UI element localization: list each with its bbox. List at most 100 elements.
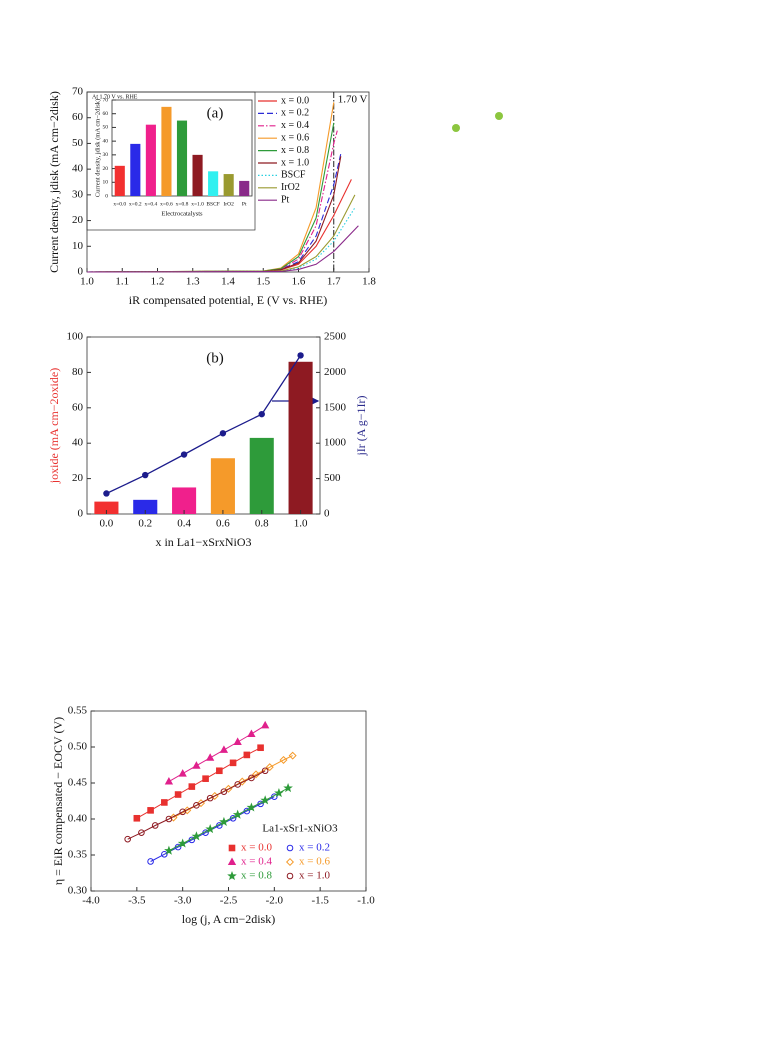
y-tick-label: 0.55 <box>68 705 88 717</box>
comment-icon[interactable] <box>495 112 503 120</box>
y-tick-label: 20 <box>72 214 84 226</box>
data-point <box>177 838 188 848</box>
legend-title: La1-xSr1-xNiO3 <box>262 823 338 835</box>
legend-label: x = 0.4 <box>241 856 272 868</box>
y-axis-label: η = EiR compensated − EOCV (V) <box>51 717 65 885</box>
y2-tick-label: 2500 <box>324 331 347 343</box>
bar <box>210 458 235 514</box>
legend-marker <box>285 857 295 867</box>
y-tick-label: 0.50 <box>68 741 88 753</box>
y-tick-label: 10 <box>72 240 84 252</box>
y-tick-label: 0.30 <box>68 885 88 897</box>
bar <box>288 361 313 514</box>
y2-tick-label: 2000 <box>324 366 347 378</box>
x-tick-label: -2.0 <box>266 895 284 907</box>
x-axis-label: log (j, A cm−2disk) <box>182 912 275 926</box>
y-axis-label: Current density, jdisk (mA cm−2disk) <box>94 99 101 197</box>
y-tick-label: 20 <box>103 166 109 172</box>
x-tick-label: 0.4 <box>177 518 191 530</box>
x-tick-label: x=0.6 <box>160 201 173 207</box>
x-tick-label: x=0.2 <box>129 201 142 207</box>
data-point <box>260 795 270 805</box>
data-point <box>274 788 284 798</box>
legend-label: BSCF <box>281 170 306 181</box>
data-point <box>169 813 178 822</box>
x-tick-label: 1.3 <box>186 276 200 288</box>
x-tick-label: 0.2 <box>138 518 152 530</box>
data-point <box>183 806 192 815</box>
data-point <box>179 808 186 816</box>
x-tick-label: 1.1 <box>115 276 129 288</box>
data-point <box>206 794 214 802</box>
data-point <box>288 751 297 760</box>
series-line <box>86 225 359 273</box>
fit-line <box>168 787 289 852</box>
legend-marker <box>286 872 294 880</box>
y-tick-label: 40 <box>103 138 109 144</box>
series-line <box>106 355 302 495</box>
legend-label: x = 0.2 <box>299 842 330 854</box>
data-point <box>178 769 187 777</box>
bar <box>249 437 274 514</box>
x-tick-label: -3.0 <box>174 895 192 907</box>
x-tick-label: 0.0 <box>100 518 114 530</box>
data-point <box>164 845 174 855</box>
x-tick-label: 1.7 <box>327 276 341 288</box>
x-axis-label: iR compensated potential, E (V vs. RHE) <box>129 293 327 307</box>
legend-label: x = 0.2 <box>281 108 309 119</box>
y2-tick-label: 500 <box>324 472 341 484</box>
data-point <box>232 809 243 819</box>
data-point <box>265 763 274 772</box>
legend-marker <box>227 870 237 881</box>
bar <box>239 180 250 196</box>
bar <box>94 501 119 514</box>
data-point <box>219 430 227 437</box>
data-point <box>219 816 229 826</box>
data-point <box>103 490 110 497</box>
y-tick-label: 70 <box>103 97 109 103</box>
x-tick-label: 1.5 <box>256 276 270 288</box>
data-point <box>124 835 131 843</box>
y2-tick-label: 0 <box>324 508 330 520</box>
data-point <box>161 850 168 858</box>
x-tick-label: Pt <box>242 201 247 207</box>
x-tick-label: 0.8 <box>255 518 269 530</box>
y2-tick-label: 1500 <box>324 401 347 413</box>
legend-label: x = 0.8 <box>241 870 272 882</box>
legend-label: x = 0.0 <box>241 842 272 854</box>
data-point <box>206 753 215 761</box>
data-point <box>283 783 293 793</box>
x-tick-label: 1.4 <box>221 276 235 288</box>
data-point <box>191 831 202 841</box>
x-axis-label: x in La1−xSrxNiO3 <box>155 535 251 549</box>
x-tick-label: -1.5 <box>311 895 329 907</box>
y-tick-label: 60 <box>72 401 84 413</box>
bar <box>133 499 158 514</box>
bar <box>145 124 156 196</box>
data-point <box>147 807 154 814</box>
y-tick-label: 60 <box>72 111 84 123</box>
legend-label: x = 0.6 <box>299 856 330 868</box>
plot-frame <box>86 336 321 515</box>
y-tick-label: 80 <box>72 366 84 378</box>
data-point <box>261 767 269 775</box>
data-point <box>243 751 251 759</box>
data-point <box>164 777 174 785</box>
bar <box>114 165 125 196</box>
y-axis-label: Current density, jdisk (mA cm−2disk) <box>47 91 61 273</box>
legend-marker <box>286 844 294 852</box>
y-axis-label: joxide (mA cm−2oxide) <box>47 368 61 484</box>
x-tick-label: x=1.0 <box>191 201 204 207</box>
x-tick-label: -3.5 <box>128 895 146 907</box>
bar <box>176 120 188 196</box>
comment-icon[interactable] <box>452 124 460 132</box>
legend-marker <box>227 857 237 865</box>
data-point <box>251 770 261 779</box>
fit-line <box>127 770 266 840</box>
data-point <box>202 775 209 782</box>
y-tick-label: 0 <box>78 266 84 278</box>
data-point <box>246 802 257 812</box>
data-point <box>258 410 265 418</box>
